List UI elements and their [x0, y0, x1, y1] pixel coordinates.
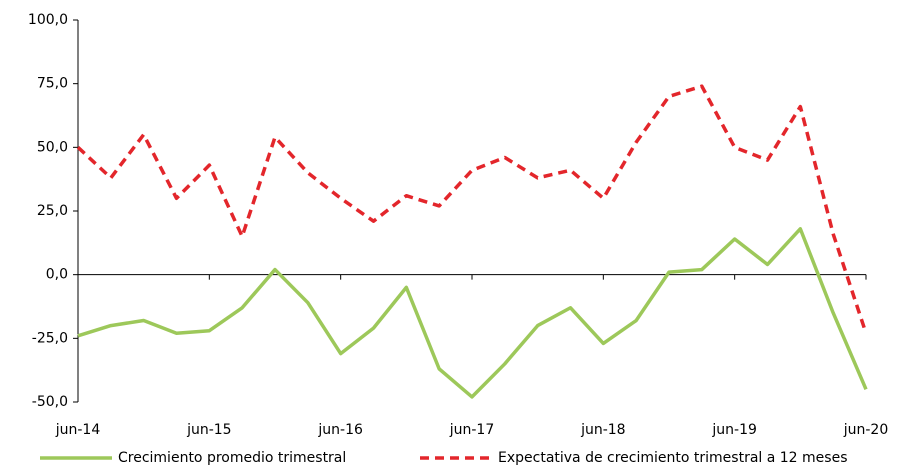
legend-label: Expectativa de crecimiento trimestral a …: [498, 450, 848, 466]
y-tick-label: -50,0: [32, 394, 68, 410]
x-tick-label: jun-20: [843, 422, 889, 438]
series-line: [77, 227, 868, 399]
y-tick-label: 100,0: [28, 12, 68, 28]
x-tick-label: jun-18: [580, 422, 626, 438]
x-tick-label: jun-15: [186, 422, 232, 438]
x-tick-label: jun-14: [55, 422, 101, 438]
legend-label: Crecimiento promedio trimestral: [118, 450, 346, 466]
x-tick-label: jun-17: [449, 422, 495, 438]
y-tick-label: 25,0: [37, 203, 68, 219]
y-tick-label: 75,0: [37, 76, 68, 92]
x-tick-label: jun-16: [317, 422, 363, 438]
y-tick-label: 0,0: [46, 267, 68, 283]
series-line: [76, 84, 868, 334]
y-tick-label: 50,0: [37, 139, 68, 155]
x-tick-label: jun-19: [711, 422, 757, 438]
y-tick-label: -25,0: [32, 330, 68, 346]
